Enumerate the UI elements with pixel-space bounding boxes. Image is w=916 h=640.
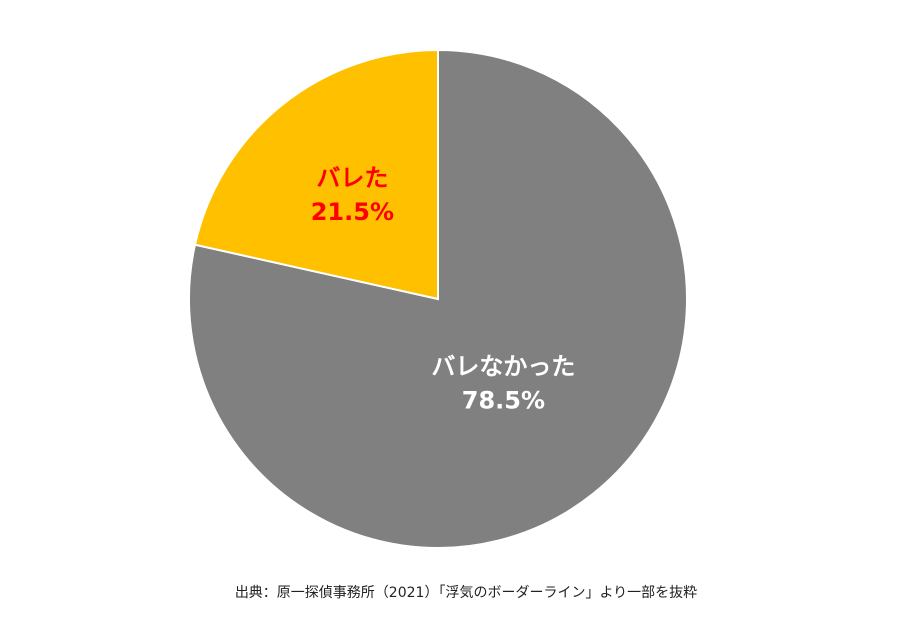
pie-slices bbox=[188, 48, 688, 549]
source-note: 出典：原一探偵事務所（2021）「浮気のボーダーライン」より一部を抜粋 bbox=[235, 585, 697, 601]
pie-labels: バレなかった 78.5% バレた 21.5% bbox=[311, 164, 576, 414]
slice-label-0: バレなかった bbox=[431, 353, 575, 381]
slice-value-0: 78.5% bbox=[462, 387, 545, 415]
slice-label-1: バレた bbox=[316, 164, 388, 192]
slice-value-1: 21.5% bbox=[311, 198, 394, 226]
pie-slice-1 bbox=[193, 48, 439, 301]
